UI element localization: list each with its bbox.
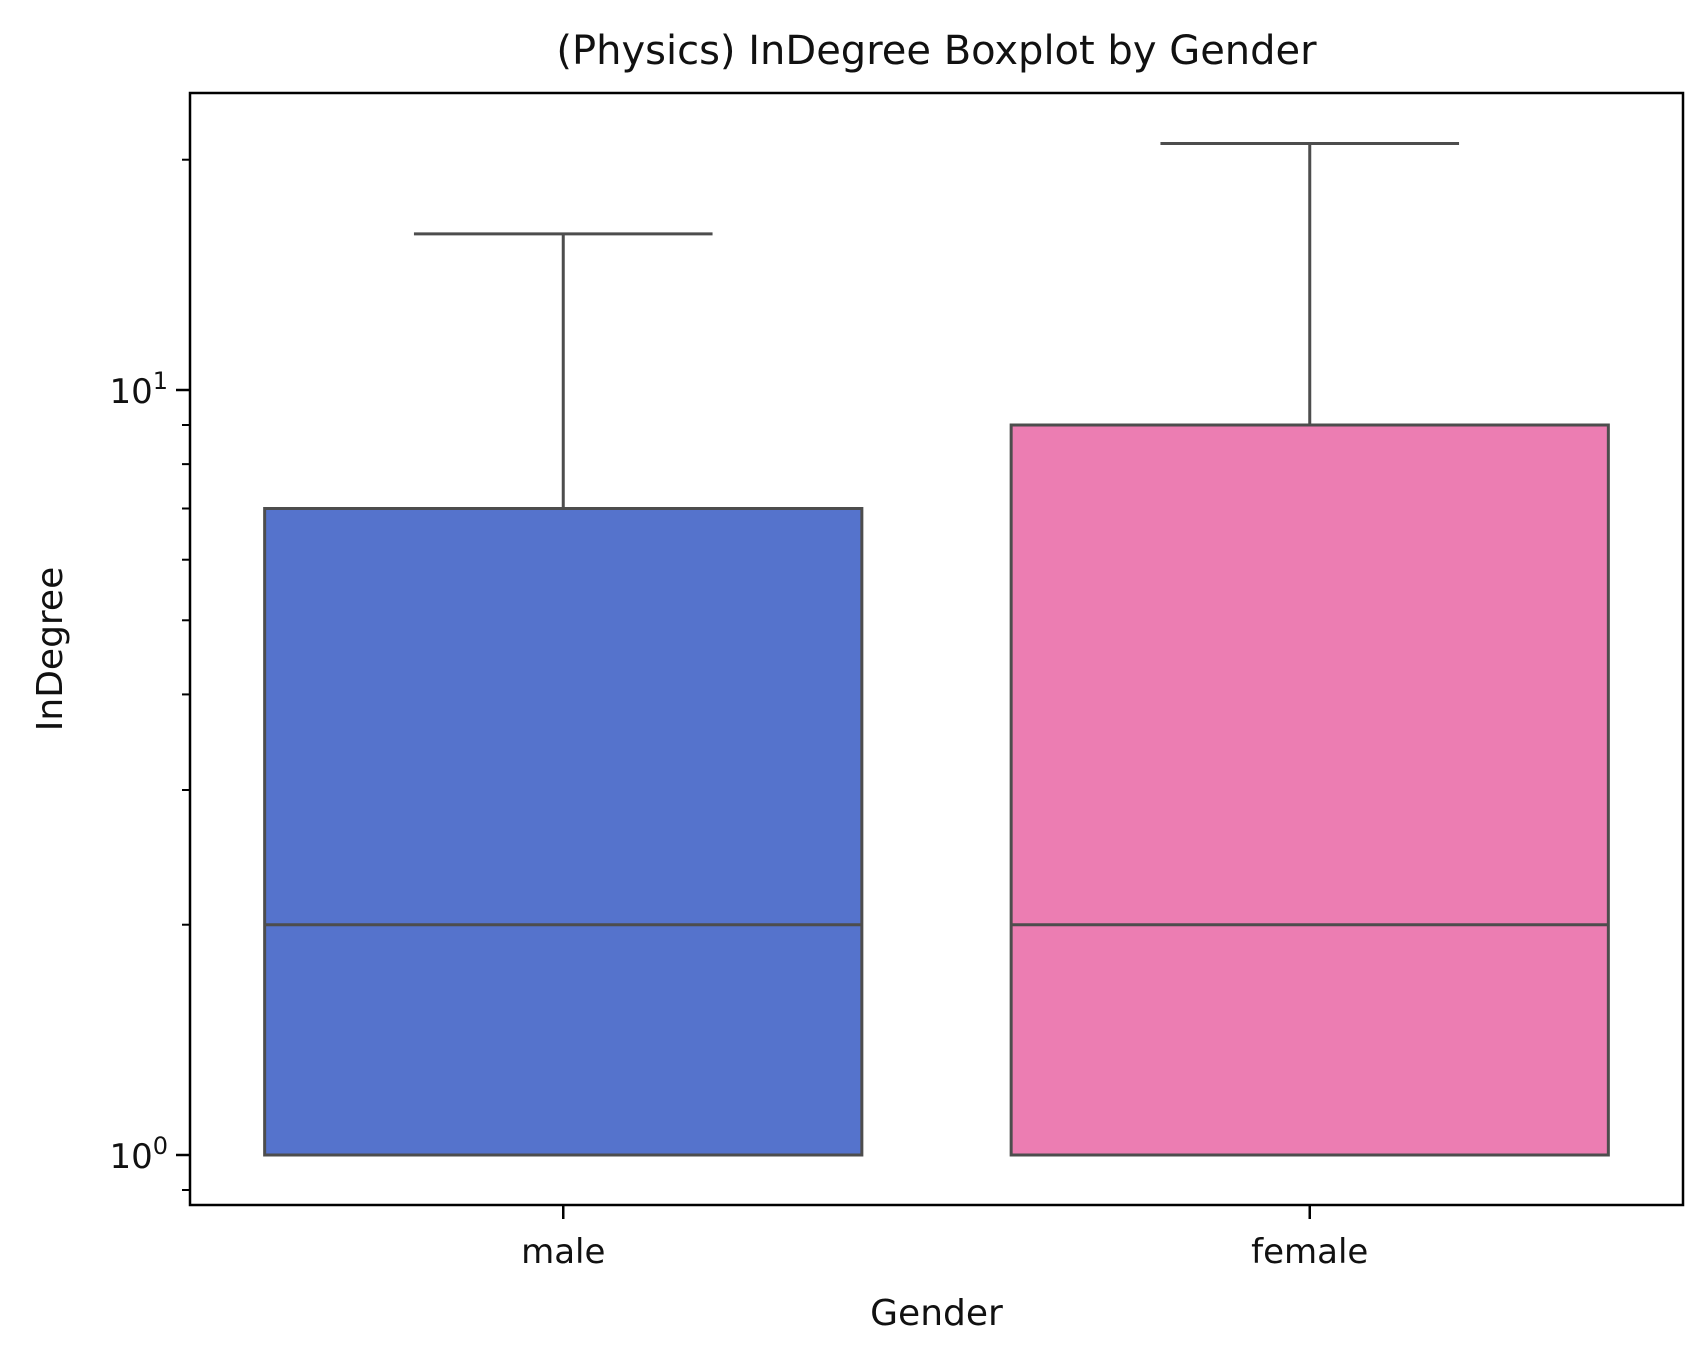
iqr-box xyxy=(263,507,864,1157)
y-tick-label: 100 xyxy=(109,1132,168,1177)
x-tick-label: female xyxy=(1251,1232,1368,1272)
chart-title: (Physics) InDegree Boxplot by Gender xyxy=(556,28,1317,74)
x-axis-label: Gender xyxy=(870,1293,1003,1334)
y-tick-label: 101 xyxy=(109,367,168,412)
y-axis-label: InDegree xyxy=(30,567,71,731)
box-female xyxy=(1009,142,1610,1157)
axes-frame xyxy=(188,91,1685,1207)
x-axis: male female xyxy=(521,1205,1368,1272)
y-axis: 100 101 xyxy=(109,158,190,1192)
iqr-box xyxy=(1009,423,1610,1157)
plot-area xyxy=(263,142,1610,1157)
x-tick-label: male xyxy=(521,1232,605,1272)
box-male xyxy=(263,232,864,1157)
